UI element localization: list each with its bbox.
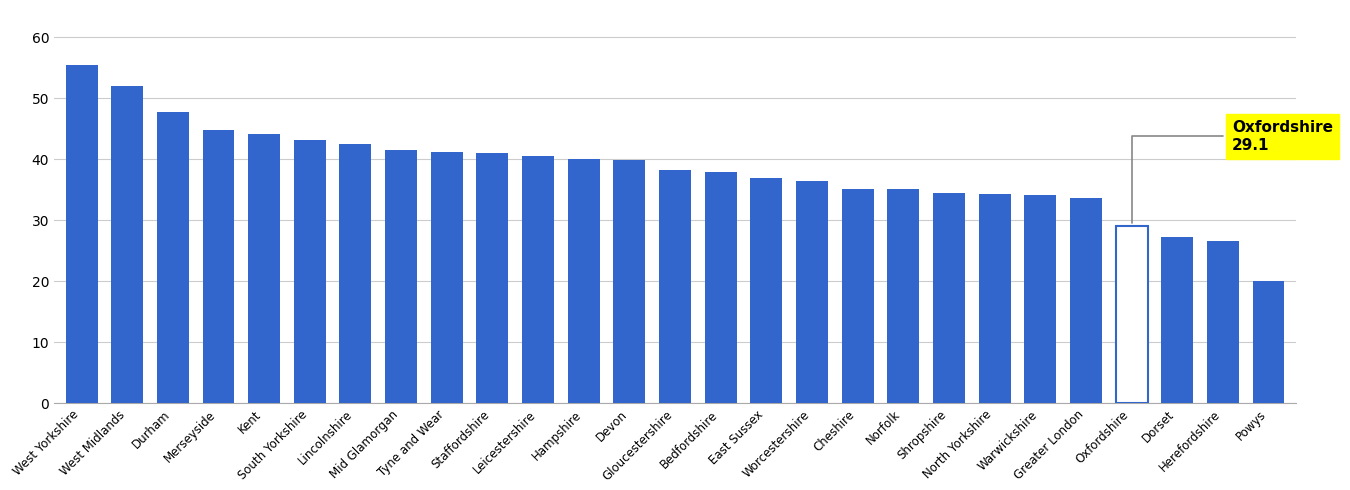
Bar	[294, 141, 325, 403]
Bar	[1207, 241, 1239, 403]
Bar	[1115, 226, 1148, 403]
Bar	[431, 152, 463, 403]
Bar	[659, 170, 691, 403]
Bar	[339, 144, 371, 403]
Bar	[568, 159, 599, 403]
Bar	[1025, 196, 1056, 403]
Bar	[979, 194, 1011, 403]
Bar	[202, 129, 235, 403]
Bar	[477, 153, 509, 403]
Bar	[613, 160, 645, 403]
Bar	[66, 65, 97, 403]
Bar	[887, 189, 919, 403]
Bar	[751, 178, 782, 403]
Bar	[248, 134, 279, 403]
Text: Oxfordshire
29.1: Oxfordshire 29.1	[1131, 120, 1332, 223]
Bar	[1253, 281, 1284, 403]
Bar	[933, 193, 965, 403]
Bar	[111, 86, 143, 403]
Bar	[796, 181, 828, 403]
Bar	[841, 189, 873, 403]
Bar	[1161, 237, 1193, 403]
Bar	[385, 150, 417, 403]
Bar	[1071, 198, 1102, 403]
Bar	[157, 112, 189, 403]
Bar	[522, 156, 554, 403]
Bar	[705, 172, 737, 403]
